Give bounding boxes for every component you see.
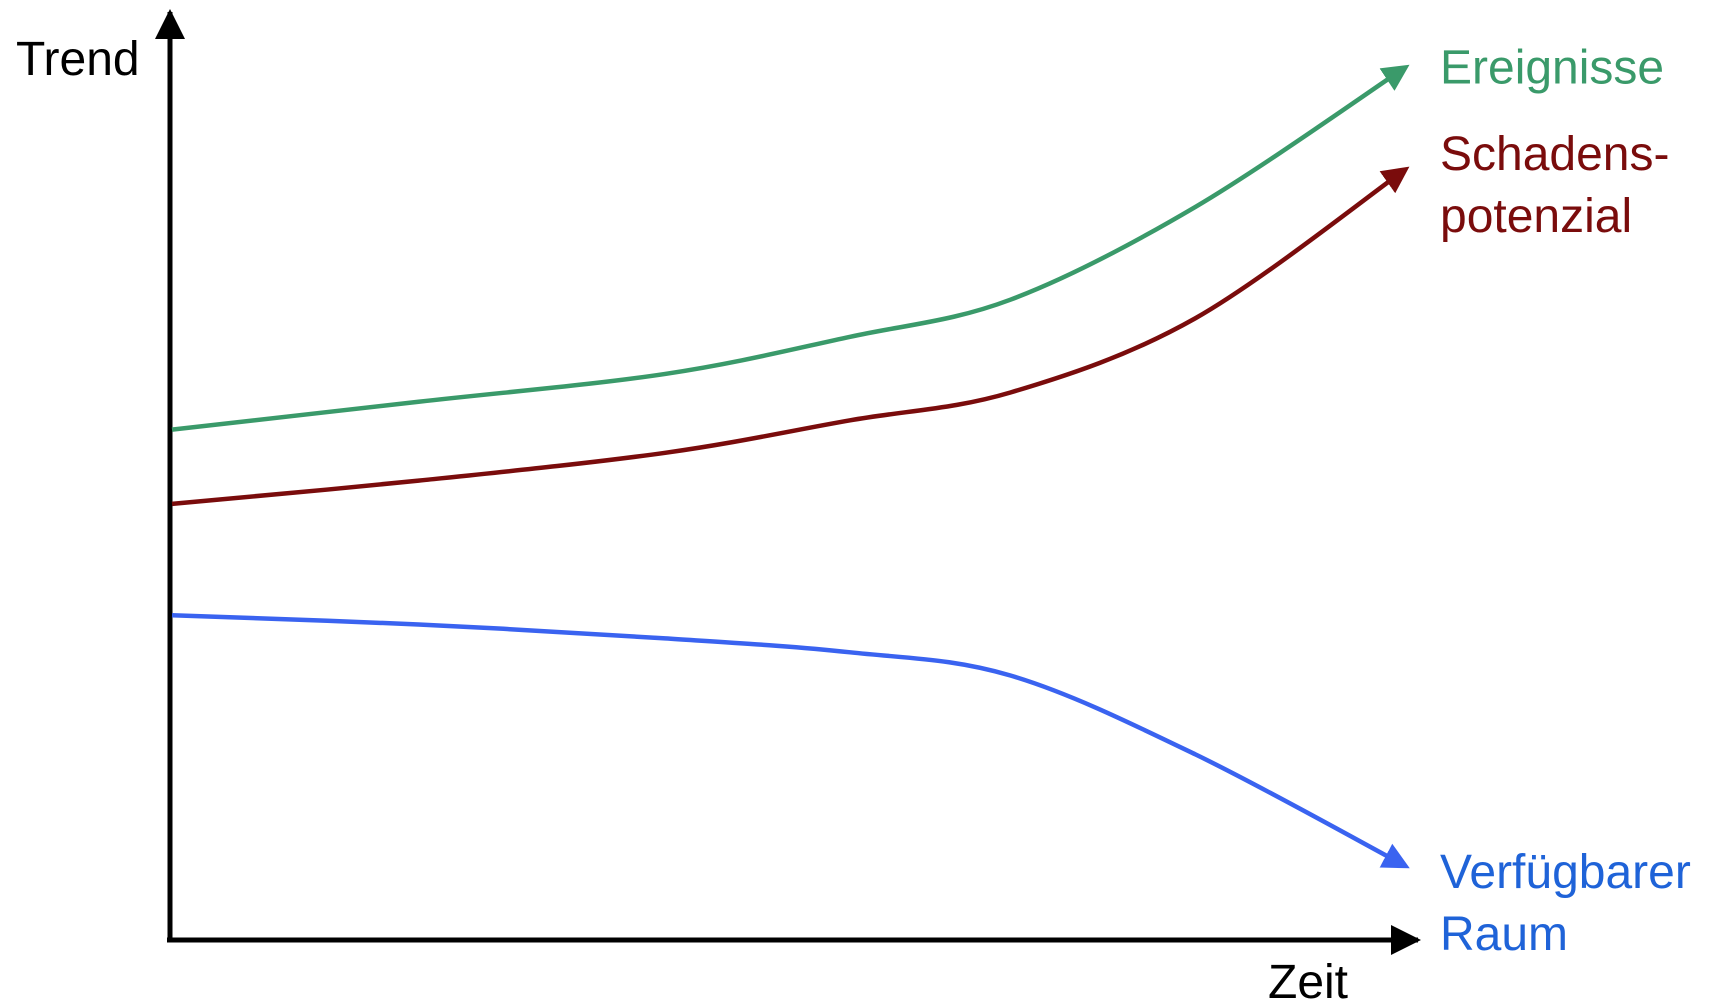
series-line-verf-gbarer-raum xyxy=(171,612,1410,869)
y-axis-label: Trend xyxy=(16,33,140,86)
series-label-line: Raum xyxy=(1440,908,1568,961)
series-label-line: Ereignisse xyxy=(1440,42,1664,95)
series-line-schadens-potenzial xyxy=(171,166,1410,507)
x-axis-label: Zeit xyxy=(1268,956,1348,1001)
series-label-line: potenzial xyxy=(1440,190,1632,243)
series-label-schadens-potenzial: Schadens-potenzial xyxy=(1440,128,1669,243)
series-layer: Ereignisse Schadens-potenzial Verfügbarer R… xyxy=(171,42,1691,961)
series-line-ereignisse xyxy=(171,64,1410,432)
series-label-ereignisse: Ereignisse xyxy=(1440,42,1664,95)
series-label-line: Schadens- xyxy=(1440,128,1669,181)
series-label-line: Verfügbarer xyxy=(1440,846,1691,899)
series-label-verf-gbarer-raum: Verfügbarer Raum xyxy=(1440,846,1691,961)
